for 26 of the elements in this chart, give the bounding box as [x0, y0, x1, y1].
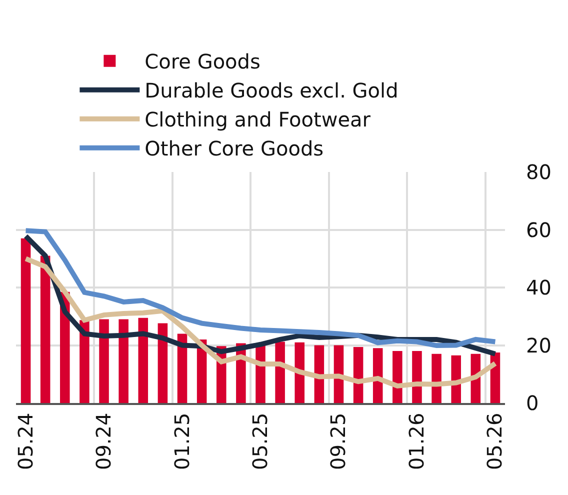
bar: [118, 319, 128, 403]
y-tick-label: 0: [526, 391, 539, 415]
bar: [294, 342, 305, 403]
x-tick-label: 05.26: [482, 412, 507, 470]
bar: [392, 351, 402, 403]
x-tick-label: 01.25: [170, 412, 194, 470]
legend-label: Core Goods: [144, 50, 260, 74]
legend-label: Other Core Goods: [144, 136, 324, 161]
bar: [372, 348, 383, 403]
bar: [275, 342, 285, 403]
legend-label: Durable Goods excl. Gold: [144, 78, 398, 103]
bar: [158, 323, 168, 403]
y-tick-label: 80: [526, 160, 552, 184]
x-tick-label: 01.26: [404, 412, 428, 470]
x-tick-label: 09.25: [326, 412, 350, 470]
bar: [99, 319, 109, 403]
bar: [138, 318, 148, 403]
bar: [177, 334, 188, 403]
legend-label: Clothing and Footwear: [144, 108, 372, 132]
y-tick-label: 20: [526, 333, 552, 358]
y-tick-label: 60: [526, 218, 552, 242]
bar: [20, 238, 31, 403]
x-tick-label: 05.25: [248, 412, 272, 470]
x-tick-label: 09.24: [92, 412, 116, 470]
y-tick-label: 40: [526, 276, 552, 300]
x-tick-label: 05.24: [13, 412, 38, 470]
